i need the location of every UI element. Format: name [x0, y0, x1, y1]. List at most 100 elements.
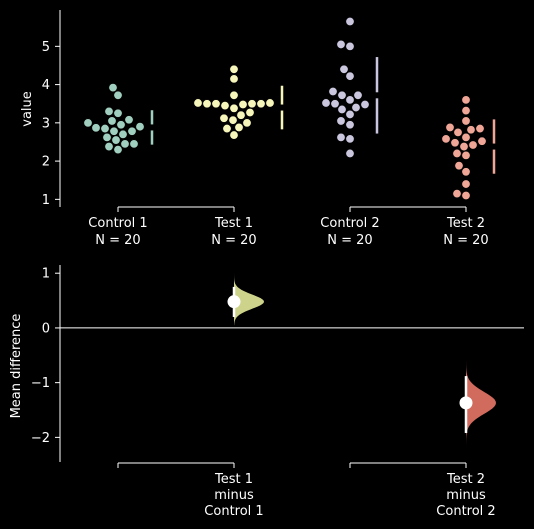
- swarm-point: [113, 145, 123, 155]
- swarm-point: [104, 142, 114, 152]
- swarm-group-2: [321, 16, 379, 158]
- bootstrap-distribution: [466, 358, 496, 449]
- swarm-point: [256, 99, 266, 109]
- swarm-point: [452, 189, 462, 199]
- swarm-point: [351, 103, 361, 113]
- swarm-point: [265, 98, 275, 108]
- swarm-point: [234, 122, 244, 132]
- swarm-y-label: value: [20, 91, 35, 127]
- swarm-point: [454, 161, 464, 171]
- mean-diff-point: [227, 295, 241, 309]
- swarm-point: [336, 116, 346, 126]
- swarm-point: [116, 120, 126, 130]
- group-n-label: N = 20: [327, 233, 372, 248]
- group-name-label: Test 1: [214, 216, 253, 231]
- group-name-label: Control 1: [88, 216, 147, 231]
- swarm-point: [229, 90, 239, 100]
- swarm-point: [111, 135, 121, 145]
- swarm-point: [127, 126, 137, 136]
- swarm-point: [113, 90, 123, 100]
- swarm-point: [100, 124, 110, 134]
- delta-y-tick-label: −2: [31, 431, 50, 446]
- swarm-point: [466, 125, 476, 135]
- swarm-point: [118, 129, 128, 139]
- swarm-point: [193, 98, 203, 108]
- swarm-point: [104, 106, 114, 116]
- swarm-point: [461, 191, 471, 201]
- swarm-point: [468, 140, 478, 150]
- swarm-point: [229, 103, 239, 113]
- swarm-point: [461, 179, 471, 189]
- swarm-point: [229, 130, 239, 140]
- swarm-point: [453, 127, 463, 137]
- swarm-point: [459, 142, 469, 152]
- swarm-point: [337, 104, 347, 114]
- swarm-point: [345, 120, 355, 130]
- delta-y-label: Mean difference: [9, 314, 24, 419]
- group-n-label: N = 20: [211, 233, 256, 248]
- swarm-point: [452, 148, 462, 158]
- swarm-y-tick-label: 5: [42, 40, 50, 55]
- swarm-point: [124, 115, 134, 125]
- swarm-point: [236, 110, 246, 120]
- contrast-label-line: minus: [214, 488, 254, 503]
- swarm-point: [461, 132, 471, 142]
- bootstrap-distribution: [234, 273, 264, 326]
- swarm-point: [321, 98, 331, 108]
- swarm-group-3: [441, 95, 496, 201]
- swarm-point: [222, 124, 232, 134]
- swarm-y-tick-label: 2: [42, 155, 50, 170]
- delta-panel: −2−101 Mean difference Test 1minusContro…: [9, 265, 524, 519]
- swarm-point: [360, 99, 370, 109]
- swarm-point: [245, 108, 255, 118]
- swarm-point: [102, 132, 112, 142]
- swarm-point: [461, 116, 471, 126]
- swarm-point: [461, 95, 471, 105]
- swarm-point: [120, 139, 130, 149]
- swarm-point: [220, 101, 230, 111]
- swarm-point: [461, 167, 471, 177]
- swarm-point: [345, 41, 355, 51]
- contrast-label-line: minus: [446, 488, 486, 503]
- swarm-point: [211, 99, 221, 109]
- mean-diff-point: [459, 396, 473, 410]
- swarm-point: [219, 113, 229, 123]
- swarm-point: [345, 109, 355, 119]
- contrast-label-line: Control 1: [204, 504, 263, 519]
- swarm-y-tick-label: 4: [42, 78, 50, 93]
- swarm-point: [109, 126, 119, 136]
- swarm-y-ticks: 1 2 3 4 5: [42, 40, 60, 208]
- swarm-point: [238, 99, 248, 109]
- swarm-point: [242, 118, 252, 128]
- swarm-point: [345, 71, 355, 81]
- swarm-groups: [83, 16, 496, 201]
- swarm-group-1: [193, 64, 284, 140]
- swarm-point: [202, 99, 212, 109]
- swarm-point: [83, 118, 93, 128]
- swarm-point: [135, 122, 145, 132]
- swarm-point: [108, 83, 118, 93]
- swarm-point: [330, 99, 340, 109]
- swarm-point: [229, 64, 239, 74]
- swarm-point: [461, 106, 471, 116]
- swarm-point: [353, 90, 363, 100]
- swarm-point: [345, 16, 355, 26]
- swarm-point: [328, 86, 338, 96]
- swarm-point: [107, 116, 117, 126]
- swarm-point: [228, 115, 238, 125]
- swarm-point: [345, 95, 355, 105]
- swarm-point: [129, 139, 139, 149]
- contrast-label-line: Test 1: [214, 472, 253, 487]
- delta-y-ticks: −2 −1 0 1: [31, 267, 60, 446]
- contrast-label-line: Test 2: [446, 472, 485, 487]
- group-name-label: Control 2: [320, 216, 379, 231]
- delta-y-tick-label: 0: [42, 321, 50, 336]
- group-name-label: Test 2: [446, 216, 485, 231]
- swarm-point: [113, 108, 123, 118]
- swarm-point: [229, 74, 239, 84]
- swarm-point: [337, 90, 347, 100]
- swarm-point: [339, 64, 349, 74]
- contrast-0: [227, 273, 264, 326]
